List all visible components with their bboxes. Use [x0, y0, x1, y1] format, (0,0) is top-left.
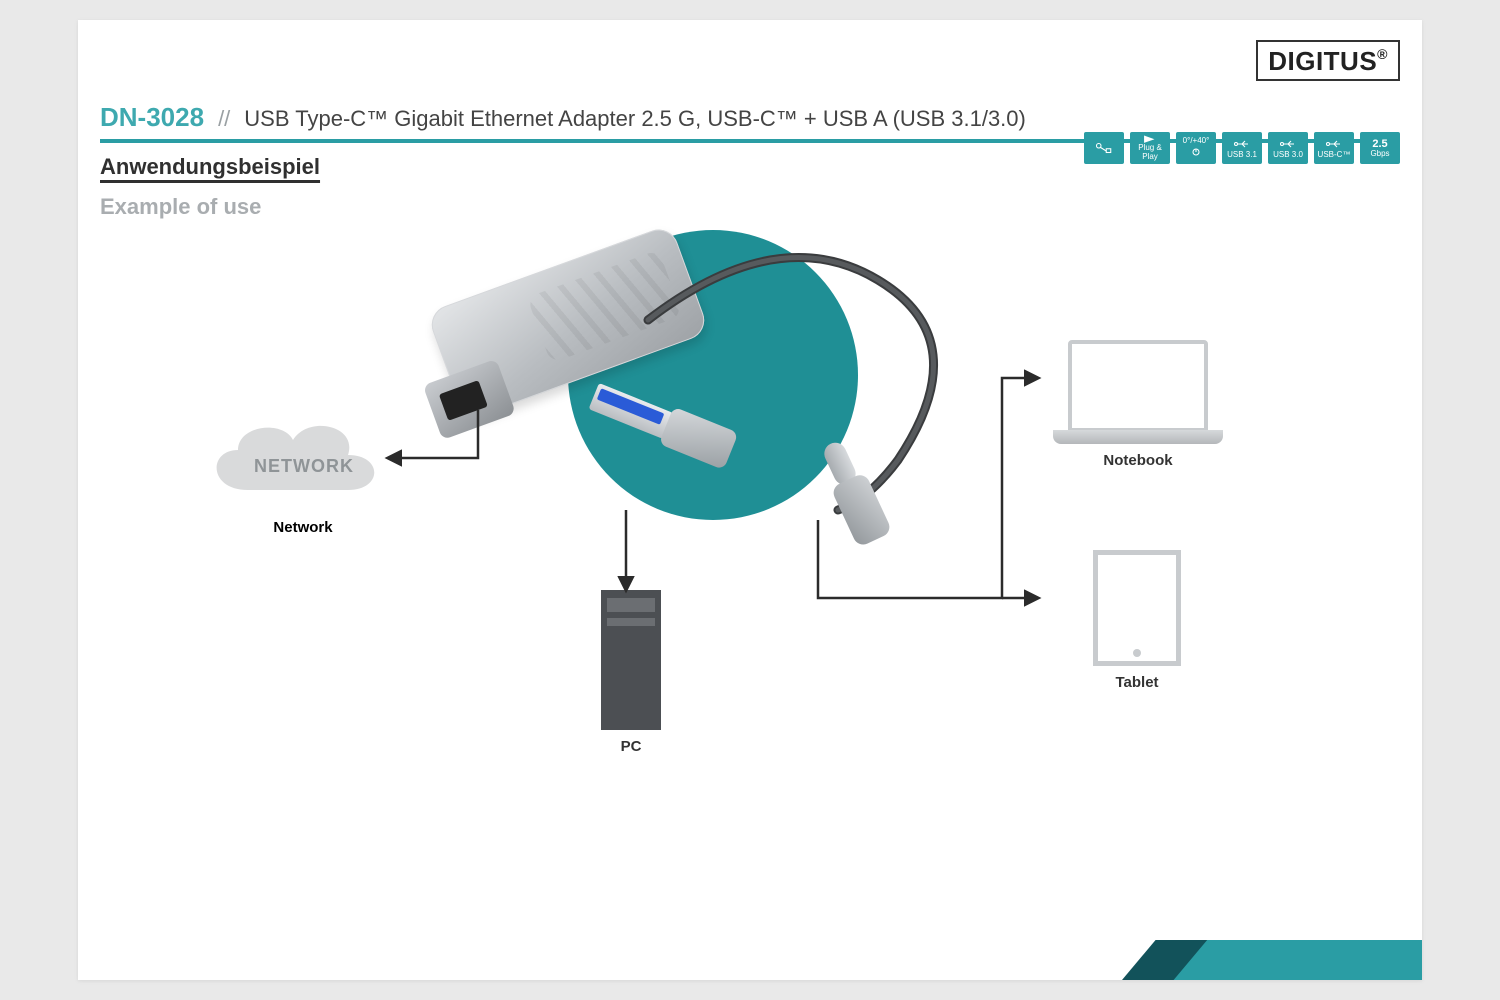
connection-diagram: NETWORK Network PC Notebook Tablet — [78, 210, 1422, 920]
rj45-jack — [439, 380, 488, 421]
model-number: DN-3028 — [100, 102, 204, 133]
laptop-icon — [1053, 340, 1223, 444]
badge-text-big: 2.5 — [1372, 138, 1387, 150]
badge-text: USB 3.1 — [1227, 151, 1257, 160]
badge-network-icon — [1084, 132, 1124, 164]
pc-device: PC — [576, 590, 686, 755]
brand-text: DIGITUS — [1268, 46, 1377, 76]
heading-de: Anwendungsbeispiel — [100, 154, 320, 180]
badge-usbc: USB-C™ — [1314, 132, 1354, 164]
notebook-device: Notebook — [1038, 340, 1238, 469]
badge-text: 0°/+40° — [1183, 137, 1210, 146]
tablet-icon — [1093, 550, 1181, 666]
badge-usb31: USB 3.1 — [1222, 132, 1262, 164]
pc-label: PC — [576, 738, 686, 755]
badge-text: USB-C™ — [1318, 151, 1351, 160]
badge-speed: 2.5 Gbps — [1360, 132, 1400, 164]
registered-mark: ® — [1377, 46, 1388, 62]
tablet-device: Tablet — [1062, 550, 1212, 691]
footer-accent — [1042, 870, 1422, 980]
network-cloud: NETWORK Network — [198, 410, 408, 536]
title-separator: // — [218, 106, 230, 132]
product-title: USB Type-C™ Gigabit Ethernet Adapter 2.5… — [244, 106, 1026, 132]
notebook-label: Notebook — [1038, 452, 1238, 469]
badge-text: Gbps — [1370, 150, 1389, 159]
cloud-text: NETWORK — [254, 456, 354, 477]
badge-usb30: USB 3.0 — [1268, 132, 1308, 164]
pc-tower-icon — [601, 590, 661, 730]
product-sheet: DIGITUS® DN-3028 // USB Type-C™ Gigabit … — [78, 20, 1422, 980]
laptop-screen — [1068, 340, 1208, 432]
network-label: Network — [198, 519, 408, 536]
badge-text: Plug & Play — [1132, 144, 1168, 162]
feature-badges: Plug & Play 0°/+40° USB 3.1 USB 3.0 USB-… — [1084, 132, 1400, 164]
usb-c-grip — [830, 472, 892, 548]
adapter-ridges — [527, 250, 682, 364]
badge-plug-play: Plug & Play — [1130, 132, 1170, 164]
usb-c-connector — [808, 434, 898, 554]
badge-text: USB 3.0 — [1273, 151, 1303, 160]
brand-logo: DIGITUS® — [1256, 40, 1400, 81]
badge-temperature: 0°/+40° — [1176, 132, 1216, 164]
tablet-label: Tablet — [1062, 674, 1212, 691]
laptop-base — [1053, 430, 1223, 444]
